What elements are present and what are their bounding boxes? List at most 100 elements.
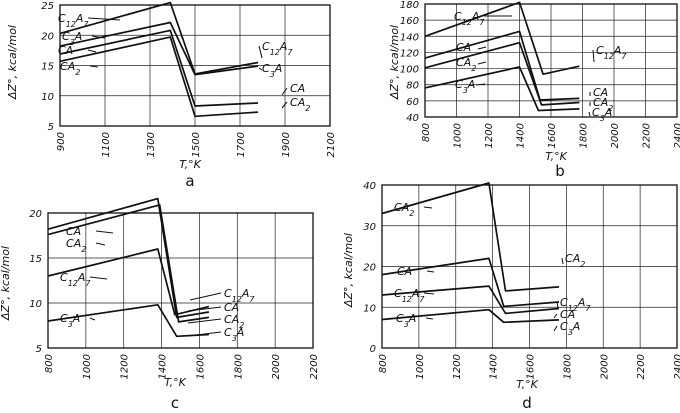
curve-label: CA2	[565, 252, 585, 269]
panel-c: 800 1000 1200 1400 1600 1800 2000 2200 5 10 15 20 T,…	[0, 197, 320, 412]
x-axis-label: T,°K	[164, 376, 186, 389]
y-tick-label: 80	[406, 81, 419, 92]
curve-label: CA	[290, 82, 305, 95]
curve-label: C3A	[396, 312, 416, 329]
label-leader-line	[95, 230, 114, 234]
x-tick-label: 1200	[452, 354, 463, 379]
y-tick-label: 40	[406, 113, 419, 124]
curve-label: CA2	[456, 56, 476, 73]
x-tick-label: 1800	[233, 354, 244, 379]
curve-label: CA2	[66, 237, 86, 254]
y-tick-label: 40	[363, 181, 376, 192]
y-axis-label: ΔZ°, kcal/mol	[0, 246, 12, 321]
curve-label: CA	[66, 225, 81, 238]
label-leader-line	[426, 270, 435, 273]
label-leader-line	[258, 67, 263, 71]
x-tick-label: 2400	[673, 123, 680, 148]
series-line-CA	[424, 30, 580, 101]
curve-label: C12A7	[58, 12, 89, 29]
x-tick-label: 1500	[191, 132, 202, 157]
x-tick-label: 2200	[309, 354, 320, 379]
series-line-C12A7	[59, 1, 259, 75]
x-tick-label: 1200	[484, 123, 495, 148]
x-tick-label: 800	[421, 123, 432, 142]
curve-label: CA	[456, 41, 471, 54]
label-leader-line	[423, 206, 433, 209]
y-tick-label: 30	[363, 222, 376, 233]
y-tick-label: 10	[363, 303, 376, 314]
plot-frame	[59, 4, 331, 127]
label-leader-line	[561, 257, 564, 265]
label-leader-line	[95, 242, 106, 246]
curve-label: C3A	[592, 106, 612, 123]
curve-label: C12A7	[60, 271, 91, 288]
x-tick-label: 900	[56, 132, 67, 151]
y-tick-label: 10	[41, 92, 54, 103]
x-tick-label: 1300	[146, 132, 157, 157]
label-leader-line	[477, 46, 487, 50]
curve-label: CA2	[394, 201, 414, 218]
x-tick-label: 1100	[101, 132, 112, 157]
panel-b: 800 1000 1200 1400 1600 1800 2000 2200 2400 40 60 8…	[388, 0, 680, 180]
x-tick-label: 2000	[610, 123, 621, 148]
label-leader-line	[553, 313, 558, 319]
series-line-C3A	[424, 66, 580, 112]
curve-label: C3A	[224, 326, 244, 343]
y-tick-label: 160	[400, 16, 419, 27]
y-tick-label: 25	[41, 1, 54, 12]
label-leader-line	[281, 87, 288, 96]
x-tick-label: 1900	[281, 132, 292, 157]
series-line-CA	[47, 197, 210, 319]
panel-letter: c	[171, 394, 179, 412]
x-tick-label: 1800	[562, 354, 573, 379]
curve-label: CA	[560, 308, 575, 321]
x-tick-label: 1000	[82, 354, 93, 379]
label-leader-line	[477, 61, 487, 65]
series-line-C3A	[381, 308, 560, 324]
plot-frame	[47, 212, 314, 349]
x-tick-label: 1400	[489, 354, 500, 379]
panel-letter: d	[522, 394, 532, 412]
x-tick-label: 1400	[516, 123, 527, 148]
x-tick-label: 2200	[636, 354, 647, 379]
x-tick-label: 2000	[271, 354, 282, 379]
x-tick-label: 1700	[236, 132, 247, 157]
y-tick-label: 5	[36, 344, 42, 355]
curve-label: CA	[224, 301, 239, 314]
curve-label: CA	[58, 44, 73, 57]
plot-frame	[381, 184, 678, 349]
label-leader-line	[425, 317, 434, 320]
x-tick-label: 1200	[120, 354, 131, 379]
series-line-C12A7	[424, 1, 580, 76]
x-tick-label: 800	[44, 354, 55, 373]
y-tick-label: 20	[41, 31, 54, 42]
label-leader-line	[592, 49, 595, 63]
label-leader-line	[475, 83, 486, 86]
label-leader-line	[423, 292, 435, 295]
panel-letter: b	[555, 162, 565, 180]
curve-label: C3A	[455, 78, 475, 95]
x-tick-label: 1600	[526, 354, 537, 379]
x-axis-label: T,°K	[516, 378, 538, 391]
x-tick-label: 1000	[415, 354, 426, 379]
label-leader-line	[189, 292, 222, 301]
series-line-CA2	[47, 204, 210, 323]
label-leader-line	[553, 325, 558, 332]
curve-label: C3A	[60, 312, 80, 329]
x-tick-label: 1000	[453, 123, 464, 148]
series-line-CA2	[424, 41, 580, 106]
x-axis-label: T,°K	[179, 158, 201, 171]
y-axis-label: ΔZ°, kcal/mol	[6, 25, 19, 100]
y-tick-label: 10	[29, 299, 42, 310]
curve-label: CA	[593, 86, 608, 99]
curve-label: C3A	[62, 30, 82, 47]
curve-label: CA	[397, 265, 412, 278]
x-tick-label: 2200	[642, 123, 653, 148]
label-leader-line	[87, 17, 121, 21]
x-tick-label: 2400	[673, 354, 680, 379]
series-line-CA	[381, 257, 560, 308]
y-tick-label: 140	[400, 32, 419, 43]
y-tick-label: 0	[370, 344, 376, 355]
label-leader-line	[89, 276, 108, 280]
